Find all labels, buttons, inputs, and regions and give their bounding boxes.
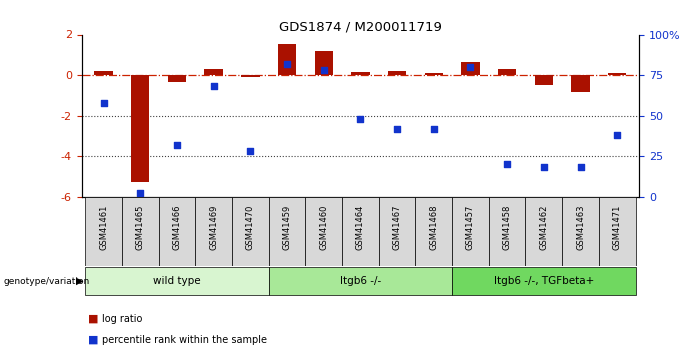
Point <box>245 148 256 154</box>
Point <box>208 83 219 89</box>
Bar <box>415 197 452 266</box>
Text: ltgb6 -/-, TGFbeta+: ltgb6 -/-, TGFbeta+ <box>494 276 594 286</box>
Text: GSM41457: GSM41457 <box>466 205 475 250</box>
Text: ltgb6 -/-: ltgb6 -/- <box>340 276 381 286</box>
Bar <box>195 197 232 266</box>
Text: GSM41464: GSM41464 <box>356 205 365 250</box>
Bar <box>269 267 452 295</box>
Text: wild type: wild type <box>153 276 201 286</box>
Text: GSM41461: GSM41461 <box>99 205 108 250</box>
Point <box>502 161 513 167</box>
Bar <box>526 197 562 266</box>
Text: GSM41467: GSM41467 <box>392 205 402 250</box>
Title: GDS1874 / M200011719: GDS1874 / M200011719 <box>279 20 442 33</box>
Text: percentile rank within the sample: percentile rank within the sample <box>102 335 267 345</box>
Bar <box>305 197 342 266</box>
Text: ■: ■ <box>88 335 99 345</box>
Text: genotype/variation: genotype/variation <box>3 277 90 286</box>
Text: log ratio: log ratio <box>102 314 142 324</box>
Bar <box>158 197 195 266</box>
Bar <box>498 69 516 75</box>
Text: GSM41459: GSM41459 <box>282 205 292 250</box>
Text: GSM41458: GSM41458 <box>503 205 511 250</box>
Point <box>428 126 439 131</box>
Text: GSM41471: GSM41471 <box>613 205 622 250</box>
Text: GSM41468: GSM41468 <box>429 205 439 250</box>
Bar <box>85 267 269 295</box>
Point <box>612 132 623 138</box>
Bar <box>388 71 406 75</box>
Text: GSM41462: GSM41462 <box>539 205 548 250</box>
Bar <box>85 197 122 266</box>
Text: GSM41463: GSM41463 <box>576 205 585 250</box>
Bar <box>452 267 636 295</box>
Bar <box>168 75 186 82</box>
Bar <box>461 62 479 75</box>
Text: GSM41460: GSM41460 <box>319 205 328 250</box>
Point <box>539 165 549 170</box>
Bar <box>278 43 296 75</box>
Text: ▶: ▶ <box>76 276 84 286</box>
Point <box>392 126 403 131</box>
Point <box>171 142 182 148</box>
Bar <box>232 197 269 266</box>
Point <box>98 100 109 105</box>
Bar <box>241 75 260 78</box>
Bar <box>599 197 636 266</box>
Text: GSM41465: GSM41465 <box>136 205 145 250</box>
Bar <box>571 75 590 92</box>
Bar <box>342 197 379 266</box>
Text: ■: ■ <box>88 314 99 324</box>
Text: GSM41466: GSM41466 <box>173 205 182 250</box>
Point <box>318 67 329 73</box>
Bar <box>452 197 489 266</box>
Bar <box>95 71 113 75</box>
Bar <box>424 73 443 75</box>
Bar <box>534 75 553 85</box>
Text: GSM41469: GSM41469 <box>209 205 218 250</box>
Bar <box>608 72 626 75</box>
Point <box>355 116 366 121</box>
Bar <box>205 69 223 75</box>
Bar <box>352 72 369 75</box>
Point <box>465 64 476 70</box>
Bar <box>562 197 599 266</box>
Bar <box>379 197 415 266</box>
Bar <box>269 197 305 266</box>
Point <box>135 191 146 196</box>
Point <box>575 165 586 170</box>
Bar <box>122 197 158 266</box>
Bar <box>131 75 150 183</box>
Bar <box>315 51 333 75</box>
Point <box>282 61 292 67</box>
Bar <box>489 197 526 266</box>
Text: GSM41470: GSM41470 <box>246 205 255 250</box>
